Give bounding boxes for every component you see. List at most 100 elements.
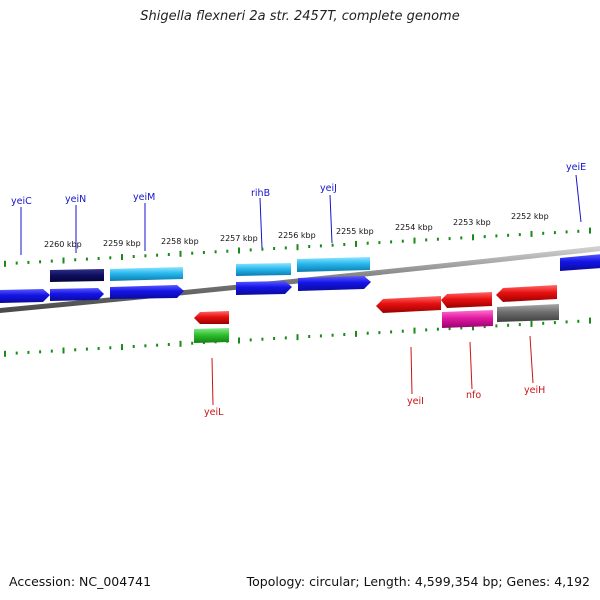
tick-mark xyxy=(448,237,451,241)
tick-mark xyxy=(577,319,580,323)
cds-arrow[interactable] xyxy=(0,289,50,303)
tick-mark xyxy=(460,236,463,240)
tick-mark xyxy=(542,231,545,235)
accession-text: Accession: NC_004741 xyxy=(9,574,152,589)
tick-mark xyxy=(4,350,6,357)
tick-mark xyxy=(553,231,556,235)
gene-label-yeie[interactable]: yeiE xyxy=(566,162,586,173)
feature-block[interactable] xyxy=(110,267,183,281)
kbp-label: 2257 kbp xyxy=(220,234,258,243)
cds-arrow[interactable] xyxy=(496,285,557,302)
tick-mark xyxy=(401,239,404,243)
tick-mark xyxy=(518,233,521,237)
tick-mark xyxy=(273,337,276,340)
gene-label-yein[interactable]: yeiN xyxy=(65,194,86,205)
tick-mark xyxy=(319,334,322,338)
gene-label-nfo[interactable]: nfo xyxy=(466,390,481,401)
cds-arrow[interactable] xyxy=(50,288,104,301)
tick-mark xyxy=(390,240,393,244)
tick-mark xyxy=(284,336,287,340)
kbp-label: 2258 kbp xyxy=(161,237,199,246)
inner-tick-track xyxy=(4,317,591,357)
cds-arrow[interactable] xyxy=(236,281,292,295)
tick-mark xyxy=(331,243,334,247)
tick-mark xyxy=(530,230,533,237)
tick-mark xyxy=(156,343,159,347)
cds-arrow[interactable] xyxy=(441,292,492,308)
kbp-label: 2256 kbp xyxy=(278,231,316,240)
tick-mark xyxy=(27,260,30,264)
label-leaders xyxy=(20,174,582,406)
tick-mark xyxy=(202,251,205,254)
gene-label-yeic[interactable]: yeiC xyxy=(11,196,32,207)
tick-mark xyxy=(191,341,194,345)
tick-mark xyxy=(144,254,147,258)
tick-mark xyxy=(62,347,65,354)
feature-block[interactable] xyxy=(50,269,104,282)
cds-arrow[interactable] xyxy=(560,254,600,271)
tick-mark xyxy=(472,324,474,331)
tick-mark xyxy=(518,323,521,327)
tick-mark xyxy=(85,257,88,261)
gene-label-yeim[interactable]: yeiM xyxy=(133,192,155,203)
tick-mark xyxy=(577,229,580,233)
gene-label-yeih[interactable]: yeiH xyxy=(524,385,545,396)
feature-block[interactable] xyxy=(194,328,229,343)
feature-block[interactable] xyxy=(236,263,291,276)
tick-mark xyxy=(425,328,428,332)
tick-mark xyxy=(483,325,486,329)
tick-mark xyxy=(121,344,123,351)
tick-mark xyxy=(179,340,182,347)
tick-mark xyxy=(565,230,568,234)
gene-label-yeij[interactable]: yeiJ xyxy=(320,183,337,194)
tick-mark xyxy=(366,331,369,335)
tick-mark xyxy=(507,233,510,237)
kbp-label: 2259 kbp xyxy=(103,239,141,248)
cds-arrow[interactable] xyxy=(376,296,441,313)
tick-mark xyxy=(62,257,65,264)
tick-mark xyxy=(39,260,42,264)
kbp-label: 2252 kbp xyxy=(511,212,549,221)
feature-block[interactable] xyxy=(442,310,493,328)
tick-mark xyxy=(413,327,416,334)
tick-mark xyxy=(343,333,346,336)
tick-mark xyxy=(109,346,112,350)
tick-mark xyxy=(436,237,439,241)
tick-mark xyxy=(331,333,334,337)
tick-mark xyxy=(553,321,556,325)
reverse-strand-track xyxy=(194,285,559,343)
gene-label-yeil[interactable]: yeiL xyxy=(204,407,224,418)
feature-block[interactable] xyxy=(497,304,559,322)
tick-mark xyxy=(50,259,53,263)
tick-mark xyxy=(238,337,240,344)
tick-mark xyxy=(366,241,369,245)
tick-mark xyxy=(436,327,439,331)
tick-mark xyxy=(167,343,170,346)
tick-mark xyxy=(401,329,404,333)
tick-mark xyxy=(15,261,18,265)
kbp-label: 2253 kbp xyxy=(453,218,491,227)
tick-mark xyxy=(355,240,357,247)
tick-mark xyxy=(249,248,252,252)
tick-mark xyxy=(390,330,393,334)
gene-labels: yeiC yeiN yeiM rihB yeiJ yeiE yeiL yeiI … xyxy=(11,162,586,418)
tick-mark xyxy=(109,256,112,260)
feature-block[interactable] xyxy=(297,257,370,272)
tick-mark xyxy=(296,334,299,341)
cds-arrow[interactable] xyxy=(110,285,184,299)
gene-label-yeii[interactable]: yeiI xyxy=(407,396,424,407)
tick-mark xyxy=(191,251,194,255)
cds-arrow[interactable] xyxy=(298,276,371,291)
tick-mark xyxy=(413,237,416,244)
gene-label-rihb[interactable]: rihB xyxy=(251,188,270,199)
tick-mark xyxy=(530,320,533,327)
cds-arrow[interactable] xyxy=(194,311,229,324)
tick-mark xyxy=(85,347,88,351)
tick-mark xyxy=(261,247,264,251)
tick-mark xyxy=(284,246,287,250)
tick-mark xyxy=(27,350,30,354)
tick-mark xyxy=(448,327,451,331)
tick-mark xyxy=(214,250,217,254)
tick-mark xyxy=(308,245,311,248)
tick-mark xyxy=(542,321,545,325)
